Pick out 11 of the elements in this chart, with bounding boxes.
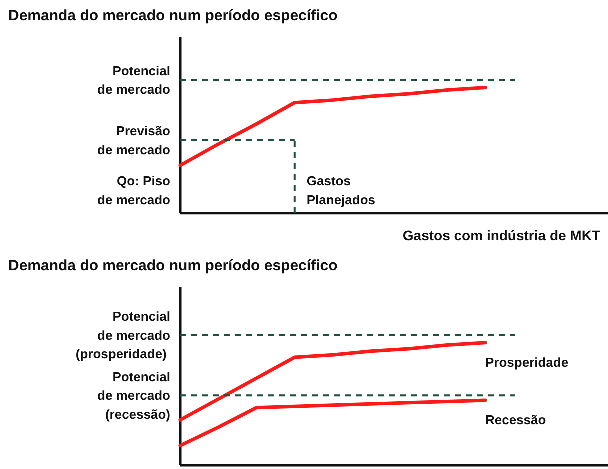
chart-title: Demanda do mercado num período específico bbox=[8, 258, 338, 274]
x-axis-title: Gastos com indústria de MKT bbox=[402, 227, 601, 244]
annotation: Gastos Planejados bbox=[306, 174, 376, 208]
series-label: Recessão bbox=[486, 412, 546, 428]
ref-line-label: Potencial de mercado bbox=[98, 63, 171, 98]
ref-line-label: Previsão de mercado bbox=[98, 124, 171, 158]
ref-line-label: Potencial de mercado (prosperidade) bbox=[76, 309, 171, 362]
series-label: Prosperidade bbox=[486, 354, 569, 370]
ref-line-label: Potencial de mercado (recessão) bbox=[98, 369, 171, 422]
annotation: Qo: Piso de mercado bbox=[98, 174, 171, 208]
chart-title: Demanda do mercado num período específico bbox=[8, 8, 338, 24]
